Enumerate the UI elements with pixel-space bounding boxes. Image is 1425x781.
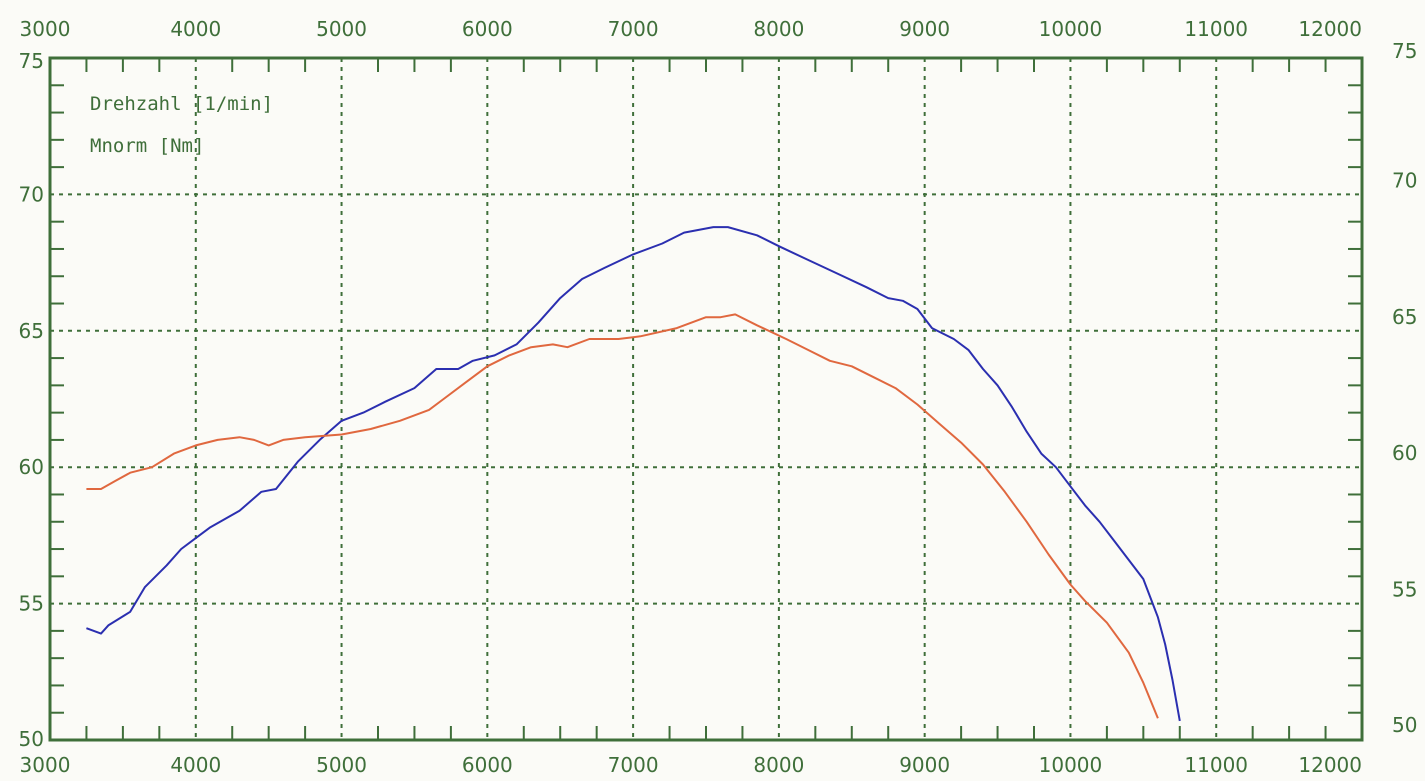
x-tick-label-bottom: 8000 <box>753 753 804 777</box>
x-tick-label-top: 11000 <box>1184 17 1248 41</box>
y-tick-label-left: 65 <box>19 319 44 343</box>
x-tick-label-bottom: 5000 <box>316 753 367 777</box>
y-tick-label-left: 70 <box>19 182 44 206</box>
x-tick-label-bottom: 11000 <box>1184 753 1248 777</box>
x-tick-label-bottom: 6000 <box>462 753 513 777</box>
axis-ticks <box>50 58 1362 740</box>
y-tick-label-right: 60 <box>1392 441 1417 465</box>
x-tick-label-bottom: 3000 <box>20 753 71 777</box>
x-tick-label-top: 8000 <box>753 17 804 41</box>
y-tick-label-left: 75 <box>19 49 44 73</box>
legend-entry-drehzahl: Drehzahl [1/min] <box>90 93 273 115</box>
series-line-blue <box>86 226 1181 722</box>
y-tick-label-left: 55 <box>19 592 44 616</box>
x-tick-label-top: 10000 <box>1039 17 1103 41</box>
x-tick-label-top: 4000 <box>170 17 221 41</box>
x-tick-label-top: 9000 <box>899 17 950 41</box>
x-tick-label-top: 6000 <box>462 17 513 41</box>
plot-frame <box>48 56 1364 742</box>
y-tick-label-right: 50 <box>1392 713 1417 737</box>
x-tick-label-top: 5000 <box>316 17 367 41</box>
legend: Drehzahl [1/min] Mnorm [Nm] <box>90 93 273 157</box>
legend-entry-mnorm: Mnorm [Nm] <box>90 135 204 157</box>
x-tick-label-bottom: 10000 <box>1039 753 1103 777</box>
y-tick-label-left: 50 <box>19 727 44 751</box>
y-tick-label-right: 55 <box>1392 578 1417 602</box>
x-tick-label-top: 3000 <box>20 17 71 41</box>
y-tick-label-left: 60 <box>19 455 44 479</box>
tick-labels: 3000 3000 4000 4000 5000 5000 6000 6000 7000 7000… <box>19 17 1418 777</box>
grid-lines <box>50 58 1362 740</box>
series-line-orange <box>86 313 1159 719</box>
y-tick-label-right: 65 <box>1392 305 1417 329</box>
x-tick-label-bottom: 7000 <box>608 753 659 777</box>
data-series <box>86 226 1181 722</box>
x-tick-label-top: 12000 <box>1298 17 1362 41</box>
x-tick-label-bottom: 12000 <box>1298 753 1362 777</box>
x-tick-label-bottom: 9000 <box>899 753 950 777</box>
y-tick-label-right: 75 <box>1392 39 1417 63</box>
y-tick-label-right: 70 <box>1392 168 1417 192</box>
x-tick-label-top: 7000 <box>608 17 659 41</box>
x-tick-label-bottom: 4000 <box>170 753 221 777</box>
